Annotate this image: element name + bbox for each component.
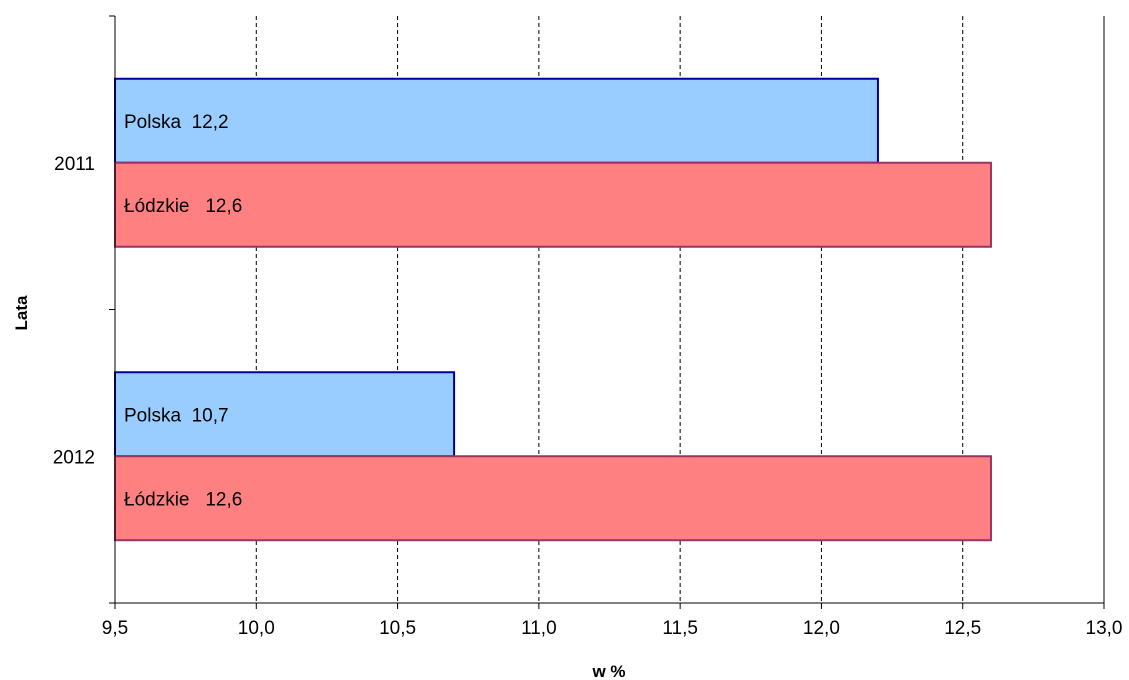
bar-łódzkie — [114, 455, 992, 542]
gridlines — [255, 16, 1105, 603]
y-axis-title: Lata — [12, 295, 31, 331]
x-tick-label: 10,5 — [379, 618, 416, 639]
axes: 9,5 10,0 10,5 11,0 11,5 12,0 12,5 13,0 2011 2012 — [53, 15, 1123, 639]
data-label: Łódzkie 12,6 — [124, 489, 242, 510]
x-tick-label: 12,0 — [803, 618, 840, 639]
x-tick-label: 10,0 — [238, 618, 275, 639]
x-tick-label: 9,5 — [102, 618, 128, 639]
y-tick-label: 2012 — [53, 447, 95, 468]
y-tick-label: 2011 — [54, 154, 95, 175]
x-tick-label: 13,0 — [1086, 618, 1123, 639]
bar-łódzkie — [114, 161, 992, 248]
x-tick-label: 12,5 — [944, 618, 981, 639]
data-label: Łódzkie 12,6 — [124, 196, 242, 217]
x-tick-label: 11,5 — [662, 618, 698, 639]
data-label: Polska 10,7 — [124, 405, 229, 426]
labels: Polska 12,2 Łódzkie 12,6 Polska 10,7 Łódzki… — [124, 112, 242, 511]
bars — [114, 77, 992, 542]
data-label: Polska 12,2 — [124, 112, 229, 133]
x-tick-label: 11,0 — [521, 618, 557, 639]
bar-polska — [114, 77, 879, 164]
x-axis-title: w % — [591, 662, 625, 680]
